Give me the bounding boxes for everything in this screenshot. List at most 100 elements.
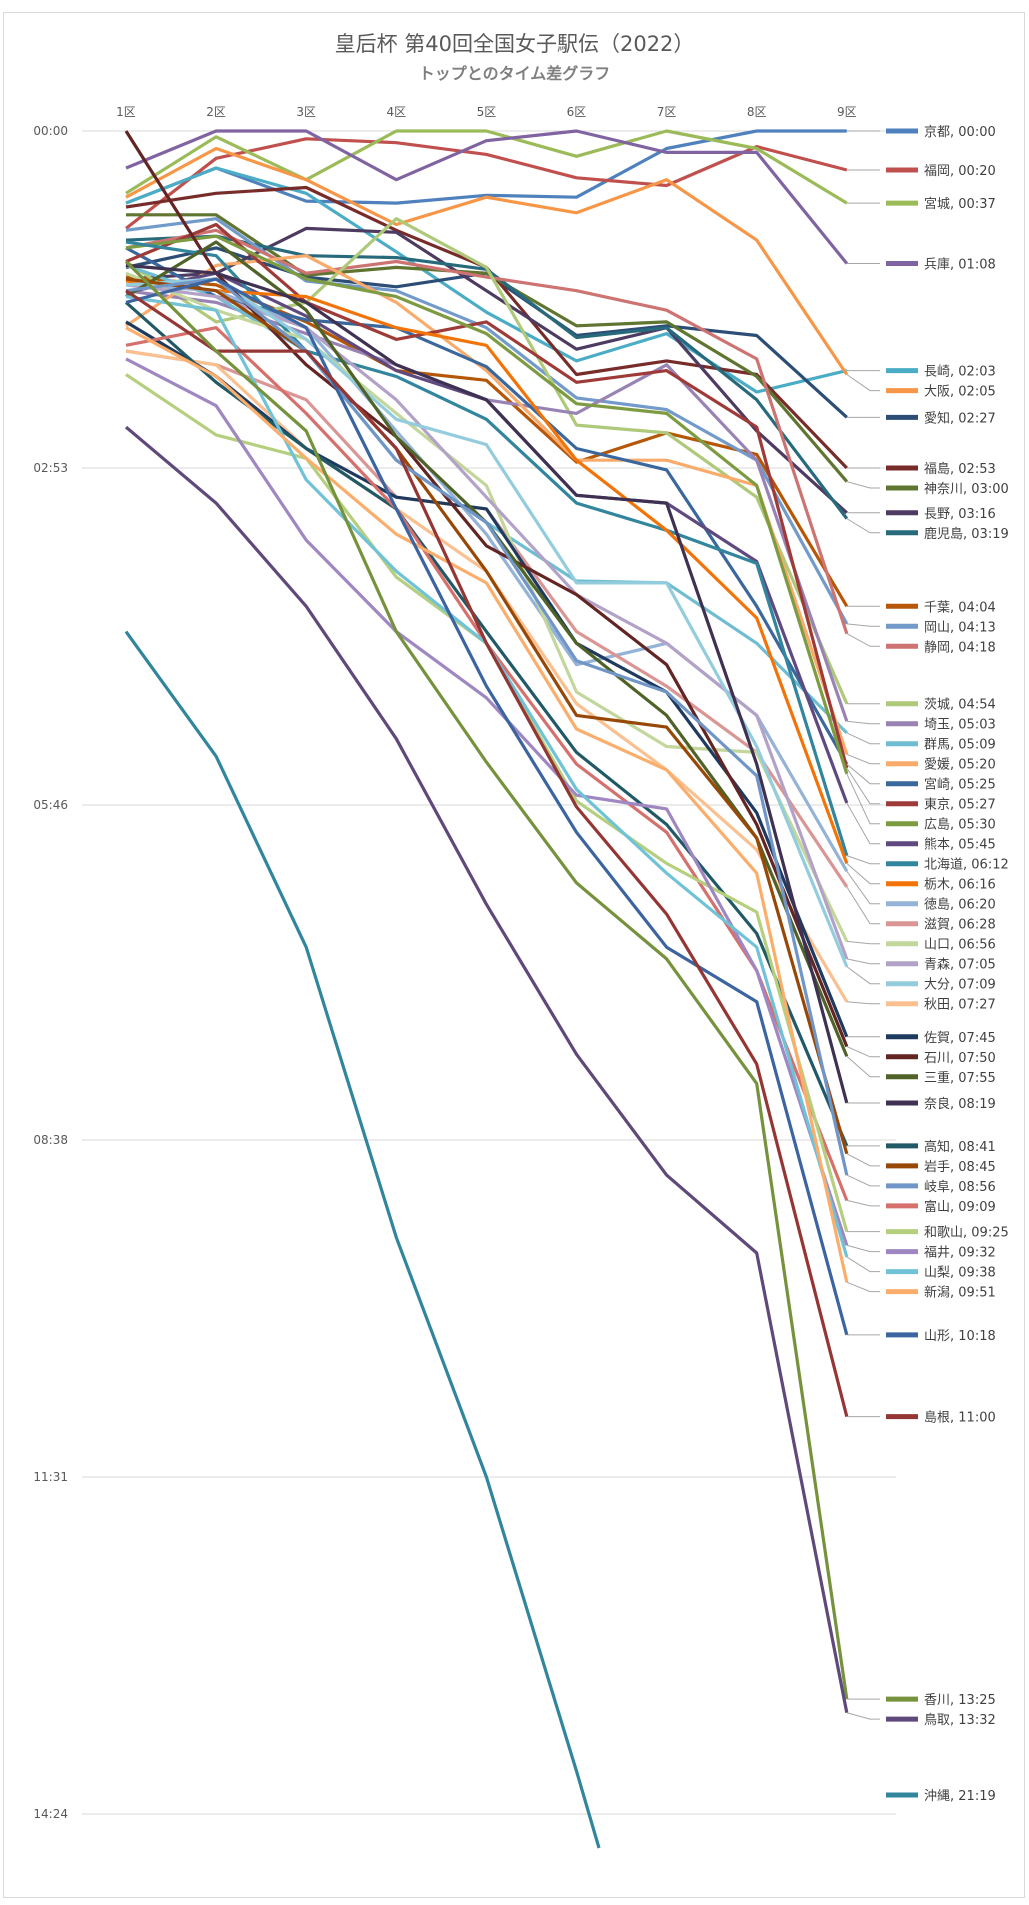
legend-name: 大阪 — [924, 385, 950, 400]
legend-separator: , — [950, 385, 958, 400]
legend-label: 東京, 05:27 — [924, 797, 996, 813]
legend-label: 兵庫, 01:08 — [924, 257, 996, 272]
legend-name: 埼玉 — [924, 718, 950, 733]
legend-label: 静岡, 04:18 — [924, 640, 996, 655]
legend-label: 熊本, 05:45 — [924, 837, 996, 853]
legend-separator: , — [950, 1031, 958, 1046]
legend-separator: , — [950, 365, 958, 380]
leader-line — [846, 1174, 880, 1187]
legend-final-time: 09:38 — [958, 1266, 995, 1281]
series-line-23 — [125, 279, 849, 864]
series-line-0 — [125, 129, 847, 205]
legend-separator: , — [950, 1200, 958, 1215]
legend-name: 栃木 — [924, 878, 950, 893]
legend-separator: , — [950, 1286, 958, 1301]
legend-label: 大分, 07:09 — [924, 978, 996, 993]
legend-separator: , — [950, 620, 958, 635]
legend-label: 富山, 09:09 — [924, 1199, 996, 1215]
legend-separator: , — [950, 1329, 958, 1344]
legend-label: 広島, 05:30 — [924, 818, 996, 833]
series-line-3 — [125, 129, 849, 265]
legend-name: 山形 — [924, 1329, 950, 1344]
legend-separator: , — [950, 197, 958, 212]
series-line-36 — [125, 277, 849, 1176]
leader-line — [846, 1281, 880, 1293]
legend-name: 福井 — [924, 1246, 950, 1261]
legend-final-time: 08:56 — [958, 1180, 995, 1195]
legend-label: 愛知, 02:27 — [924, 410, 996, 426]
legend-separator: , — [950, 257, 958, 272]
leader-line — [846, 1712, 880, 1720]
legend-final-time: 05:20 — [958, 758, 995, 773]
leader-line — [846, 863, 880, 885]
legend-label: 岩手, 08:45 — [924, 1160, 996, 1175]
series-line-17 — [125, 254, 849, 755]
leader-line — [846, 720, 880, 725]
legend-final-time: 01:08 — [958, 257, 995, 272]
legend-name: 滋賀 — [924, 918, 950, 933]
legend-final-time: 06:28 — [958, 918, 995, 933]
leader-line — [846, 1256, 880, 1273]
legend-label: 秋田, 07:27 — [924, 998, 996, 1013]
leader-line — [846, 886, 880, 925]
legend-name: 高知 — [924, 1139, 950, 1155]
legend-final-time: 02:03 — [958, 365, 995, 380]
legend-label: 群馬, 05:09 — [924, 738, 996, 753]
legend-final-time: 09:32 — [958, 1246, 995, 1261]
legend-final-time: 10:18 — [958, 1329, 995, 1344]
leader-line — [846, 481, 880, 489]
legend-final-time: 05:27 — [958, 798, 995, 813]
legend-label: 長崎, 02:03 — [924, 365, 996, 380]
leader-line — [846, 633, 880, 647]
series-line-33 — [125, 263, 849, 1104]
legend-final-time: 00:20 — [958, 164, 995, 179]
legend-final-time: 05:03 — [958, 718, 995, 733]
legend-name: 広島 — [924, 818, 950, 833]
y-tick-label: 00:00 — [33, 124, 68, 138]
legend-name: 香川 — [924, 1693, 950, 1708]
legend-separator: , — [950, 838, 958, 853]
legend-label: 北海道, 06:12 — [924, 858, 1009, 873]
x-tick-label: 1区 — [116, 105, 136, 119]
legend-separator: , — [963, 1226, 971, 1241]
legend-final-time: 02:53 — [958, 462, 995, 477]
legend-final-time: 00:00 — [958, 125, 995, 140]
legend-label: 奈良, 08:19 — [924, 1096, 996, 1112]
series-line-2 — [125, 129, 848, 205]
legend-separator: , — [950, 878, 958, 893]
series-line-15 — [125, 289, 849, 722]
leader-line — [846, 1153, 880, 1167]
legend-label: 長野, 03:16 — [924, 507, 996, 522]
x-tick-label: 5区 — [477, 105, 497, 119]
legend-name: 福島 — [924, 462, 950, 477]
legend-name: 兵庫 — [924, 257, 950, 272]
legend-final-time: 09:09 — [958, 1200, 995, 1215]
legend-separator: , — [950, 507, 958, 522]
legend-separator: , — [950, 1051, 958, 1066]
legend-final-time: 02:05 — [958, 385, 995, 400]
chart-title: 皇后杯 第40回全国女子駅伝（2022） — [334, 32, 695, 56]
legend-name: 富山 — [924, 1199, 950, 1215]
legend-final-time: 13:25 — [958, 1693, 995, 1708]
legend-name: 神奈川 — [924, 482, 963, 497]
legend-separator: , — [950, 1693, 958, 1708]
legend-final-time: 07:45 — [958, 1031, 995, 1046]
legend-name: 京都 — [924, 125, 950, 140]
legend-name: 山口 — [924, 938, 950, 953]
legend-name: 島根 — [924, 1411, 950, 1426]
legend-label: 山梨, 09:38 — [924, 1266, 996, 1281]
legend-name: 福岡 — [924, 164, 950, 179]
series-line-42 — [125, 277, 849, 1336]
legend-label: 茨城, 04:54 — [924, 698, 996, 713]
legend-separator: , — [950, 164, 958, 179]
legend-label: 福島, 02:53 — [924, 462, 996, 477]
legend-label: 石川, 07:50 — [924, 1051, 996, 1066]
series-line-46 — [124, 630, 601, 1849]
legend-label: 島根, 11:00 — [924, 1411, 996, 1426]
legend-name: 沖縄 — [924, 1789, 950, 1804]
legend-name: 千葉 — [924, 600, 950, 615]
legend-name: 岡山 — [924, 620, 950, 635]
x-tick-label: 6区 — [567, 105, 587, 119]
legend-separator: , — [950, 738, 958, 753]
legend-final-time: 04:54 — [958, 698, 995, 713]
